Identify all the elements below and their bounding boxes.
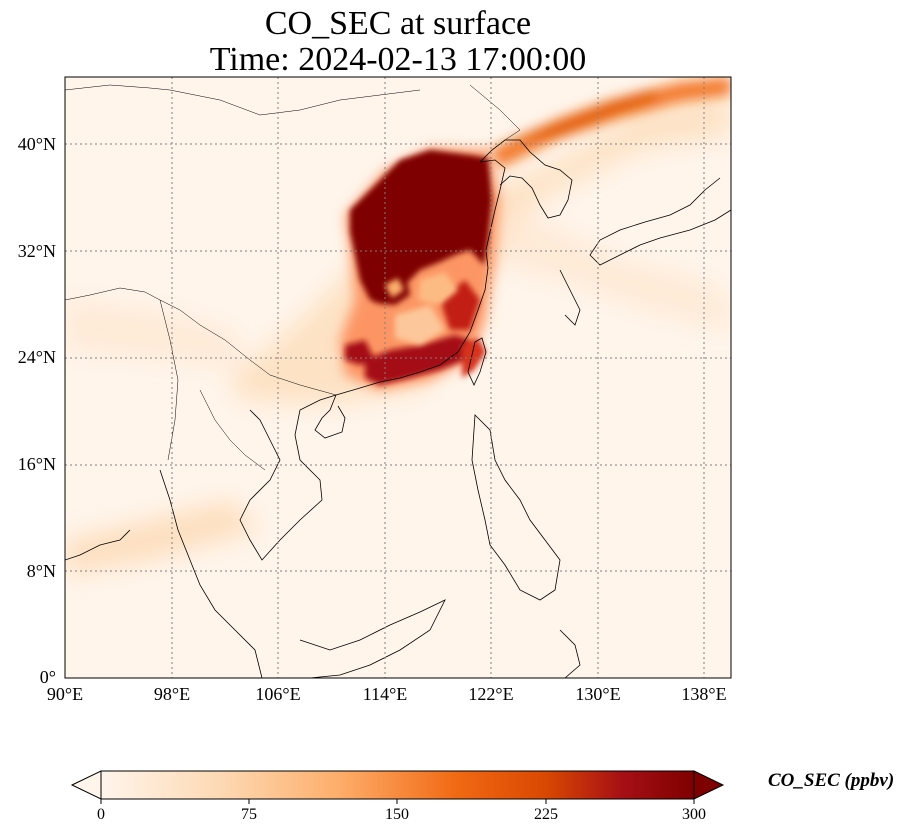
map-frame: [64, 76, 732, 679]
colorbar-tick-75: 75: [241, 806, 257, 823]
borders: [65, 84, 521, 471]
lon-label-130e: 130°E: [575, 684, 621, 704]
colorbar-max-extend: [693, 770, 725, 800]
lat-label-16n: 16°N: [17, 454, 56, 474]
lat-label-32n: 32°N: [17, 241, 56, 261]
colorbar-tick-225: 225: [534, 806, 558, 823]
coastlines: [65, 139, 731, 678]
lon-label-90e: 90°E: [46, 684, 84, 704]
gridlines: [65, 77, 731, 678]
lat-label-40n: 40°N: [17, 134, 56, 154]
colorbar-label: CO_SEC (ppbv): [768, 770, 895, 791]
colorbar-min-extend: [70, 770, 102, 800]
lon-label-138e: 138°E: [681, 684, 727, 704]
lon-label-122e: 122°E: [468, 684, 514, 704]
colorbar-tick-300: 300: [682, 806, 706, 823]
colorbar-tick-150: 150: [385, 806, 409, 823]
map-subtitle-time: Time: 2024-02-13 17:00:00: [209, 41, 587, 78]
lat-label-0: 0°: [39, 667, 56, 687]
colorbar-tick-0: 0: [97, 806, 105, 823]
colorbar-gradient: [101, 771, 694, 799]
lat-label-24n: 24°N: [17, 347, 56, 367]
lat-label-8n: 8°N: [26, 561, 56, 581]
lon-label-98e: 98°E: [153, 684, 191, 704]
lon-label-106e: 106°E: [255, 684, 301, 704]
map-title: CO_SEC at surface: [264, 5, 532, 42]
map-figure: [64, 76, 732, 679]
lon-label-114e: 114°E: [362, 684, 408, 704]
